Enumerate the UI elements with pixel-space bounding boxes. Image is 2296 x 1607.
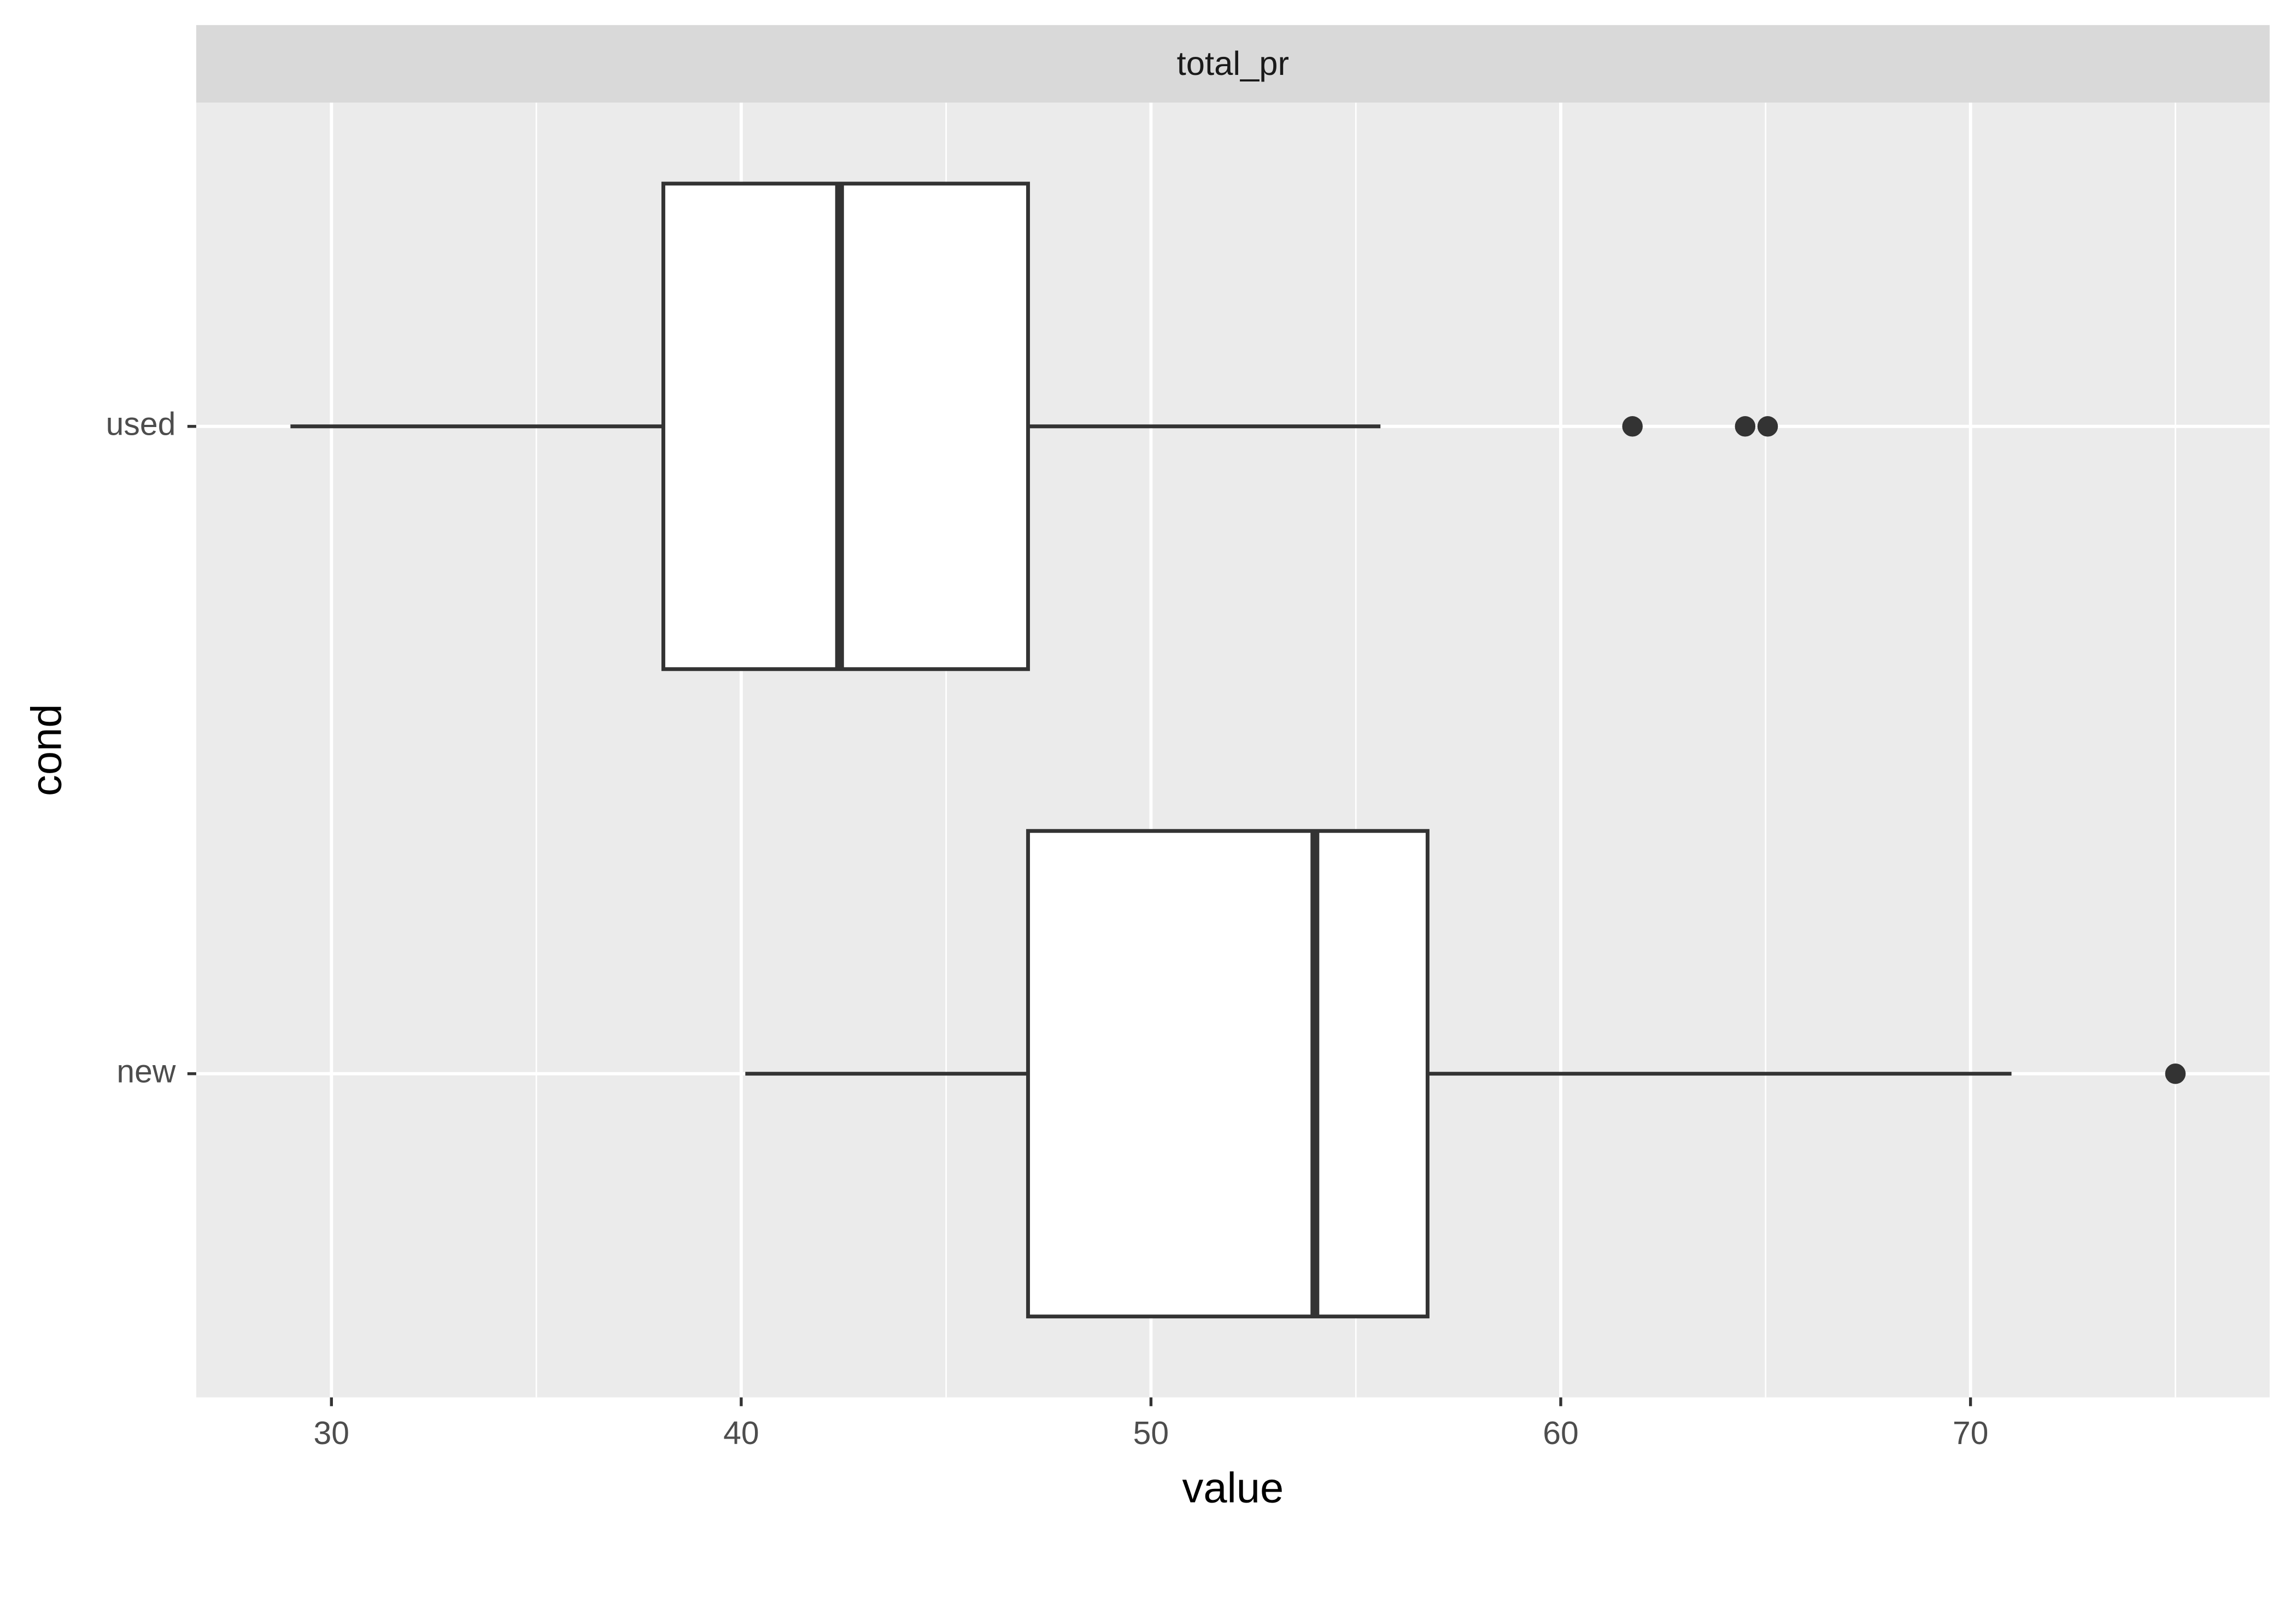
x-tick-label: 60 xyxy=(1543,1416,1579,1451)
outlier xyxy=(2165,1063,2186,1084)
outlier xyxy=(1757,416,1778,437)
x-tick-label: 30 xyxy=(314,1416,350,1451)
x-axis-title: value xyxy=(1182,1465,1284,1512)
outlier xyxy=(1622,416,1643,437)
box xyxy=(1026,829,1430,1319)
y-tick-label: new xyxy=(116,1054,176,1089)
x-tick-label: 70 xyxy=(1953,1416,1989,1451)
y-tick-label: used xyxy=(106,406,176,442)
marks xyxy=(290,182,2186,1319)
x-tick-label: 50 xyxy=(1133,1416,1169,1451)
outlier xyxy=(1735,416,1756,437)
facet-label: total_pr xyxy=(1177,45,1289,83)
x-tick-label: 40 xyxy=(723,1416,759,1451)
facet-strip xyxy=(196,25,2270,103)
y-axis-title: cond xyxy=(24,704,71,796)
box xyxy=(661,182,1030,671)
